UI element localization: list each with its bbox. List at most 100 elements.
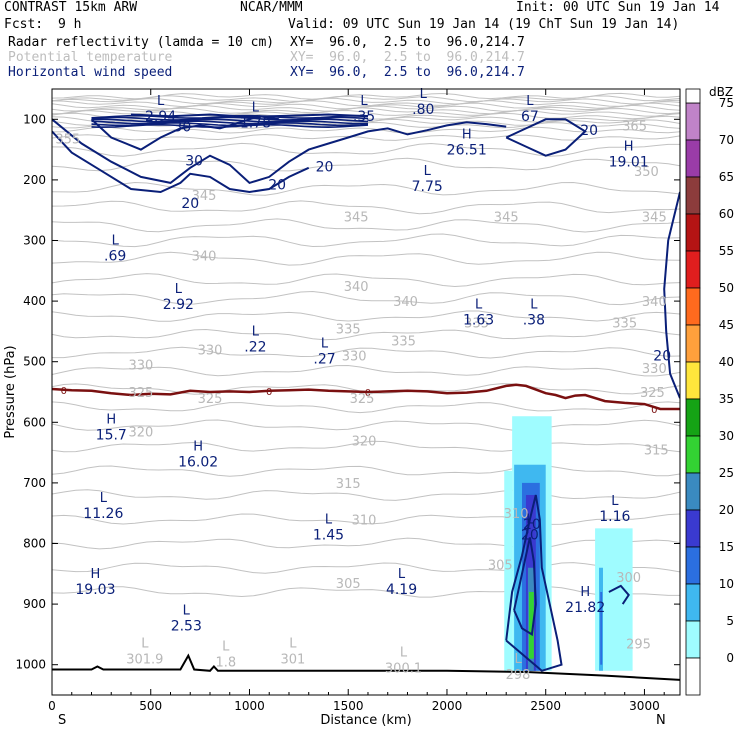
freezing-level-label: 0 (61, 386, 67, 397)
field-xy-theta: XY= 96.0, 2.5 to 96.0,214.7 (290, 50, 525, 65)
wind-contour (130, 113, 369, 118)
wind-label: 20 (653, 349, 671, 365)
theta-contour (52, 97, 680, 105)
wind-contours (52, 113, 680, 672)
colorbar-level-label: 70 (719, 133, 734, 147)
init-time: Init: 00 UTC Sun 19 Jan 14 (516, 0, 720, 15)
y-tick-label: 400 (23, 294, 46, 308)
wind-label: 30 (185, 154, 203, 170)
colorbar-level-label: 20 (719, 503, 734, 517)
wind-label: 20 (580, 123, 598, 139)
theta-label: 325 (350, 392, 375, 407)
theta-contour (52, 290, 680, 306)
y-tick-label: 800 (23, 537, 46, 551)
wind-contour (513, 537, 537, 637)
theta-label: 345 (192, 189, 217, 204)
theta-label: 340 (192, 250, 217, 265)
theta-label: 335 (391, 334, 416, 349)
theta-contour (52, 109, 680, 117)
colorbar-swatch (685, 435, 701, 474)
theta-contour (52, 104, 680, 112)
terrain-line (52, 653, 680, 681)
theta-label: 330 (198, 344, 223, 359)
extremum-marker: L (611, 494, 619, 509)
wind-label: 20 (181, 196, 199, 212)
theta-contour (52, 440, 680, 453)
colorbar-level-label: 75 (719, 96, 734, 110)
theta-contour (52, 513, 680, 525)
terrain (52, 653, 680, 681)
theta-contour (52, 401, 680, 414)
theta-contour (52, 346, 680, 359)
contour-labels: 355 365 350 345 345 345 345 340 340 340 340 335 335 3… (55, 87, 671, 683)
theta-contour (52, 126, 680, 134)
surface-extremum-marker: L (141, 637, 149, 652)
colorbar-level-label: 0 (726, 651, 734, 665)
theta-contour (52, 464, 680, 477)
extremum-marker: L (526, 512, 534, 527)
wind-contour (91, 118, 369, 123)
extremum-marker: L (360, 94, 368, 109)
colorbar-level-label: 55 (719, 244, 734, 258)
theta-label: 300 (616, 571, 641, 586)
theta-label: 330 (128, 359, 153, 374)
field-xy-wind: XY= 96.0, 2.5 to 96.0,214.7 (290, 65, 525, 80)
colorbar-swatch (685, 176, 701, 215)
theta-contour (52, 310, 680, 322)
extremum-marker: L (424, 164, 432, 179)
extremum-value: 11.26 (83, 506, 123, 522)
theta-label: 310 (504, 507, 529, 522)
y-axis-label: Pressure (hPa) (3, 345, 18, 438)
theta-label: 355 (55, 133, 80, 148)
extremum-marker: L (175, 282, 183, 297)
colorbar-swatch (685, 139, 701, 178)
colorbar-swatch (685, 657, 701, 696)
theta-contour (52, 419, 680, 432)
extremum-marker: L (183, 603, 191, 618)
x-tick-label: 2500 (530, 699, 561, 713)
theta-contour (52, 364, 680, 377)
x-end-label-south: S (58, 713, 66, 728)
extremum-value: 1.16 (599, 509, 630, 525)
colorbar-level-label: 35 (719, 392, 734, 406)
wind-contour (91, 116, 369, 121)
colorbar-swatch (685, 472, 701, 511)
theta-label: 345 (344, 210, 369, 225)
theta-contour (52, 157, 680, 172)
colorbar-swatch (685, 213, 701, 252)
y-tick-label: 100 (23, 112, 46, 126)
extremum-value: 19.03 (75, 582, 115, 598)
x-tick-label: 2000 (432, 699, 463, 713)
extremum-marker: L (112, 234, 120, 249)
colorbar-swatch (685, 287, 701, 326)
wind-contour (52, 130, 310, 194)
theta-label: 315 (644, 444, 669, 459)
surface-extremum-value: 298 (506, 668, 531, 683)
extremum-value: 1.45 (313, 527, 344, 543)
wind-contour (505, 118, 587, 157)
extremum-value: 20 (521, 527, 539, 543)
theta-label: 295 (626, 637, 651, 652)
field-name-reflectivity: Radar reflectivity (lamda = 10 cm) (8, 35, 275, 50)
extremum-value: 16.02 (178, 455, 218, 471)
theta-contour (52, 200, 680, 215)
extremum-value: 26.51 (447, 143, 487, 159)
extremum-marker: L (530, 297, 538, 312)
extremum-value: 19.01 (609, 155, 649, 171)
freezing-level-label: 0 (266, 387, 272, 398)
theta-contours (52, 92, 680, 598)
colorbar-level-label: 25 (719, 466, 734, 480)
extremum-marker: H (106, 412, 116, 427)
theta-label: 350 (634, 165, 659, 180)
theta-contour (52, 95, 680, 103)
x-tick-label: 500 (139, 699, 162, 713)
extremum-marker: H (624, 140, 634, 155)
extremum-value: .35 (353, 109, 375, 125)
colorbar-swatch (685, 102, 701, 141)
extremum-marker: H (193, 440, 203, 455)
colorbar-swatch (685, 583, 701, 622)
reflectivity-cell (528, 591, 534, 659)
theta-label: 345 (642, 210, 667, 225)
colorbar-level-label: 15 (719, 540, 734, 554)
extremum-marker: L (398, 567, 406, 582)
